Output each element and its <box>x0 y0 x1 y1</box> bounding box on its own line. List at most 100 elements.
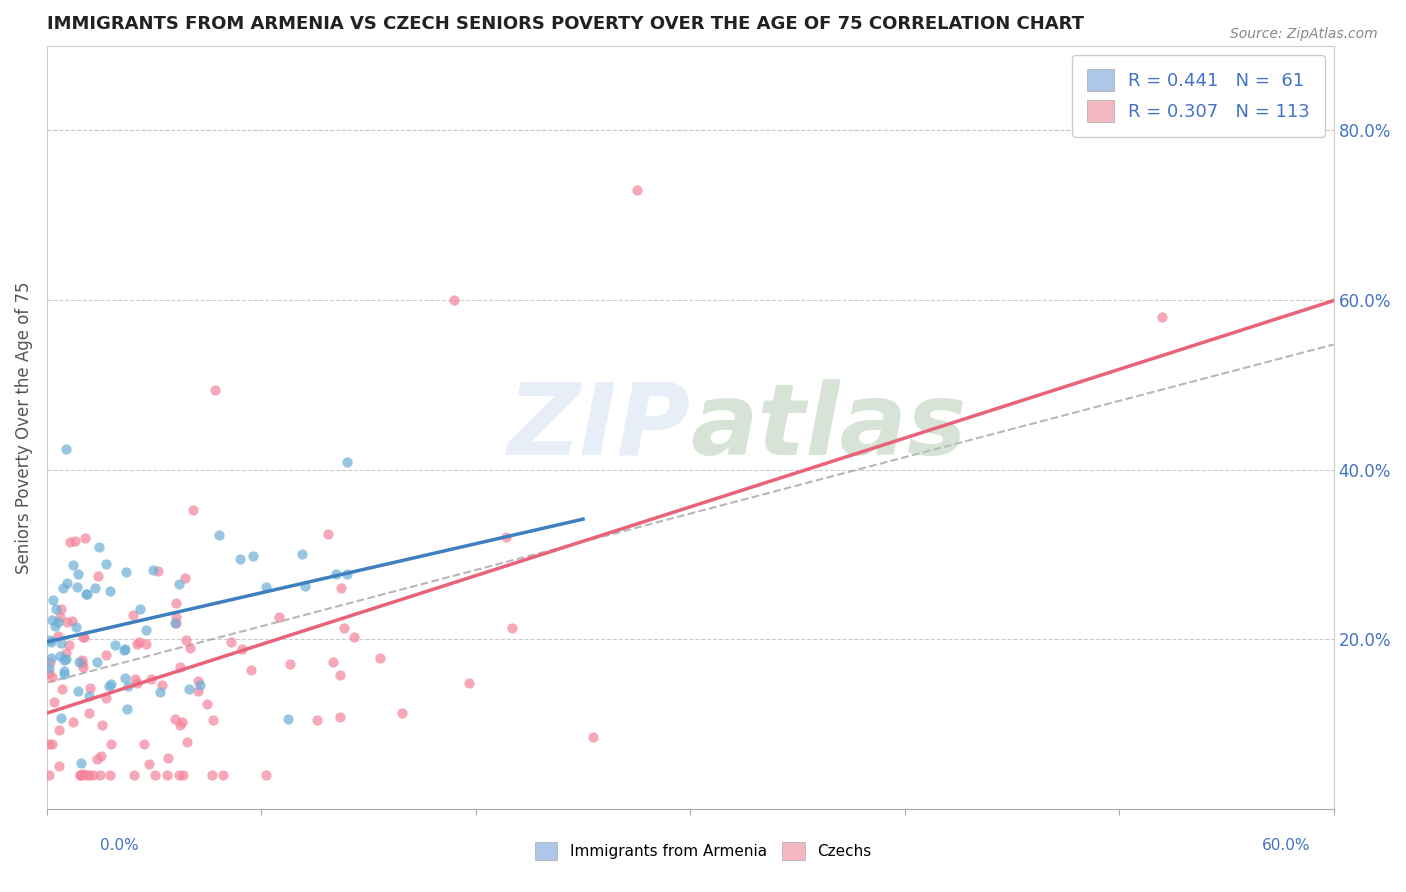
Point <box>167 577 190 591</box>
Point <box>39 655 62 669</box>
Point <box>62 714 84 729</box>
Point <box>84 581 107 595</box>
Point <box>67 684 90 698</box>
Point <box>132 737 155 751</box>
Point <box>55 442 77 456</box>
Point <box>187 683 209 698</box>
Point <box>177 681 200 696</box>
Point <box>146 564 169 578</box>
Point <box>86 655 108 669</box>
Point <box>125 676 148 690</box>
Point <box>443 293 465 307</box>
Point <box>38 666 60 681</box>
Point <box>48 723 70 737</box>
Point <box>254 768 277 782</box>
Point <box>208 528 231 542</box>
Point <box>46 615 69 629</box>
Point <box>77 768 100 782</box>
Text: atlas: atlas <box>690 379 967 475</box>
Point <box>79 706 101 720</box>
Point <box>169 718 191 732</box>
Point <box>70 768 93 782</box>
Point <box>73 630 96 644</box>
Point <box>91 718 114 732</box>
Point <box>150 678 173 692</box>
Point <box>138 756 160 771</box>
Point <box>69 768 91 782</box>
Point <box>69 756 91 770</box>
Point <box>129 602 152 616</box>
Point <box>41 613 63 627</box>
Point <box>69 768 91 782</box>
Point <box>276 712 298 726</box>
Point <box>48 609 70 624</box>
Point <box>115 702 138 716</box>
Point <box>41 737 63 751</box>
Point <box>104 638 127 652</box>
Point <box>495 529 517 543</box>
Point <box>173 571 195 585</box>
Point <box>170 715 193 730</box>
Point <box>343 631 366 645</box>
Text: Source: ZipAtlas.com: Source: ZipAtlas.com <box>1230 27 1378 41</box>
Point <box>112 642 135 657</box>
Point <box>53 666 76 681</box>
Point <box>38 737 60 751</box>
Point <box>114 671 136 685</box>
Point <box>239 664 262 678</box>
Point <box>156 768 179 782</box>
Point <box>165 609 187 624</box>
Point <box>195 698 218 712</box>
Point <box>90 748 112 763</box>
Point <box>221 635 243 649</box>
Point <box>94 648 117 663</box>
Point <box>58 535 80 549</box>
Point <box>501 621 523 635</box>
Point <box>391 706 413 720</box>
Point <box>181 503 204 517</box>
Point <box>65 620 87 634</box>
Point <box>49 601 72 615</box>
Point <box>325 566 347 581</box>
Point <box>139 672 162 686</box>
Point <box>128 635 150 649</box>
Point <box>48 759 70 773</box>
Point <box>53 653 76 667</box>
Point <box>45 601 67 615</box>
Point <box>52 581 75 595</box>
Text: 0.0%: 0.0% <box>100 838 139 854</box>
Point <box>122 768 145 782</box>
Point <box>163 615 186 630</box>
Point <box>44 619 66 633</box>
Point <box>254 580 277 594</box>
Point <box>76 587 98 601</box>
Point <box>135 623 157 637</box>
Point <box>86 752 108 766</box>
Point <box>329 668 352 682</box>
Point <box>51 711 73 725</box>
Point <box>114 565 136 579</box>
Point <box>51 681 73 696</box>
Text: 60.0%: 60.0% <box>1263 838 1310 854</box>
Point <box>202 714 225 728</box>
Point <box>46 629 69 643</box>
Point <box>51 635 73 649</box>
Point <box>89 768 111 782</box>
Point <box>330 581 353 595</box>
Point <box>179 641 201 656</box>
Point <box>79 681 101 695</box>
Point <box>316 526 339 541</box>
Point <box>336 567 359 582</box>
Point <box>72 630 94 644</box>
Point <box>165 712 187 726</box>
Point <box>58 638 80 652</box>
Point <box>98 768 121 782</box>
Point <box>56 576 79 591</box>
Point <box>1152 310 1174 324</box>
Legend: Immigrants from Armenia, Czechs: Immigrants from Armenia, Czechs <box>529 836 877 866</box>
Point <box>124 672 146 686</box>
Point <box>89 540 111 554</box>
Point <box>188 678 211 692</box>
Point <box>167 768 190 782</box>
Point <box>97 680 120 694</box>
